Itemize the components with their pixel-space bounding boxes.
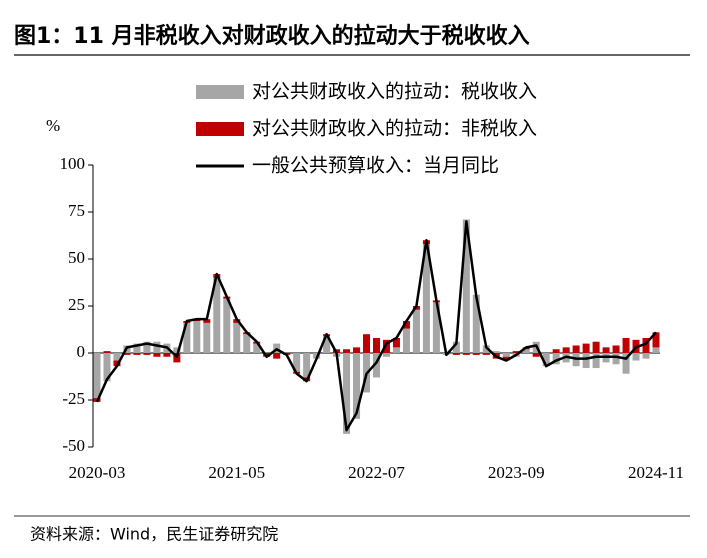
bar (113, 360, 121, 367)
y-tick-label: 50 (68, 248, 85, 267)
bar (532, 353, 540, 357)
y-tick-label: 100 (60, 154, 86, 173)
bar (133, 343, 141, 353)
bar (223, 298, 231, 353)
x-tick-label: 2021-05 (208, 463, 265, 482)
bar (612, 345, 620, 353)
bar (602, 347, 610, 353)
bar (123, 353, 131, 355)
y-tick-label: 0 (77, 342, 86, 361)
bar (153, 341, 161, 353)
bar (482, 353, 490, 355)
bar (452, 341, 460, 353)
bar (363, 334, 371, 353)
bar (422, 243, 430, 353)
bar (402, 328, 410, 353)
bar (432, 302, 440, 353)
bar (482, 345, 490, 353)
legend-swatch (196, 85, 244, 99)
bar (143, 353, 151, 355)
bar (502, 356, 510, 361)
y-tick-label: -25 (62, 389, 85, 408)
bar (552, 349, 560, 353)
bar (622, 353, 630, 374)
legend-label: 对公共财政收入的拉动：非税收入 (252, 118, 537, 140)
bar (622, 337, 630, 353)
source: 资料来源：Wind，民生证券研究院 (30, 525, 278, 544)
bar (592, 341, 600, 353)
bar (373, 353, 380, 378)
bar (343, 349, 351, 353)
bar (143, 341, 151, 353)
bar (542, 353, 550, 367)
bar (113, 353, 121, 361)
bar (373, 337, 380, 353)
bar (522, 349, 530, 353)
bar (652, 347, 660, 353)
bar (632, 353, 640, 361)
legend-label: 对公共财政收入的拉动：税收收入 (252, 81, 537, 103)
bar (562, 347, 570, 353)
bar (472, 294, 480, 353)
bar (303, 353, 311, 378)
bar (512, 351, 520, 353)
bar (612, 353, 620, 365)
bar (193, 321, 201, 353)
y-axis-label: % (46, 116, 60, 135)
x-tick-label: 2023-09 (488, 463, 545, 482)
bar (343, 353, 351, 434)
bar (452, 353, 460, 355)
line (95, 220, 657, 432)
bar (203, 322, 211, 353)
bar (353, 353, 361, 419)
y-tick-label: -50 (62, 436, 85, 455)
bar (582, 343, 590, 353)
bar (652, 332, 660, 348)
bar (353, 347, 361, 353)
bar (472, 353, 480, 355)
legend-swatch (196, 122, 244, 136)
bar (163, 353, 171, 357)
bar (253, 343, 261, 353)
bar (293, 353, 301, 372)
x-tick-label: 2024-11 (628, 463, 684, 482)
bar (103, 351, 111, 353)
chart-title: 图1：11 月非税收入对财政收入的拉动大于税收收入 (14, 23, 530, 49)
legend-label: 一般公共预算收入：当月同比 (252, 155, 499, 177)
x-tick-label: 2022-07 (348, 463, 405, 482)
bar (402, 321, 410, 329)
bar (382, 353, 390, 357)
bar (233, 322, 241, 353)
bar (93, 353, 101, 399)
bar (462, 219, 470, 353)
bar (572, 345, 580, 353)
bar (323, 336, 331, 353)
bar (382, 339, 390, 353)
bar (183, 322, 191, 353)
bar (213, 277, 221, 353)
bar (133, 353, 141, 355)
bar (392, 337, 400, 348)
bar (273, 353, 281, 359)
bar (243, 334, 251, 353)
bar (462, 353, 470, 355)
bar (203, 319, 211, 323)
y-tick-label: 25 (68, 295, 85, 314)
x-tick-label: 2020-03 (69, 463, 126, 482)
bar (173, 347, 181, 353)
bar (492, 351, 500, 353)
bar (582, 353, 590, 369)
bar (642, 337, 650, 353)
bar (642, 353, 650, 359)
bar (153, 353, 161, 357)
bar (502, 353, 510, 357)
bar (592, 353, 600, 369)
bar (552, 353, 560, 365)
bar (412, 309, 420, 353)
bar (103, 353, 111, 382)
y-tick-label: 75 (68, 201, 85, 220)
bar (392, 347, 400, 353)
